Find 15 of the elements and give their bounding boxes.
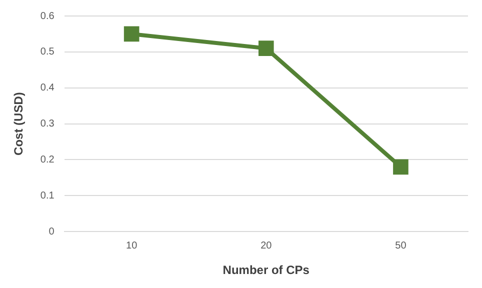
point	[124, 26, 140, 42]
x-tick-label: 10	[126, 240, 138, 252]
y-tick-label: 0.5	[40, 46, 55, 58]
x-tick-label: 20	[260, 240, 272, 252]
y-tick-label: 0.3	[40, 118, 55, 130]
y-tick-label: 0	[48, 226, 55, 238]
y-tick-label: 0.6	[40, 10, 55, 22]
x-tick-label: 50	[395, 240, 407, 252]
y-tick-label: 0.4	[40, 82, 55, 94]
point	[258, 40, 274, 56]
y-tick-label: 0.2	[40, 154, 55, 166]
y-axis-title: Cost (USD)	[12, 92, 26, 156]
x-axis-title: Number of CPs	[222, 263, 310, 278]
point	[393, 159, 408, 175]
y-tick-label: 0.1	[40, 190, 55, 202]
